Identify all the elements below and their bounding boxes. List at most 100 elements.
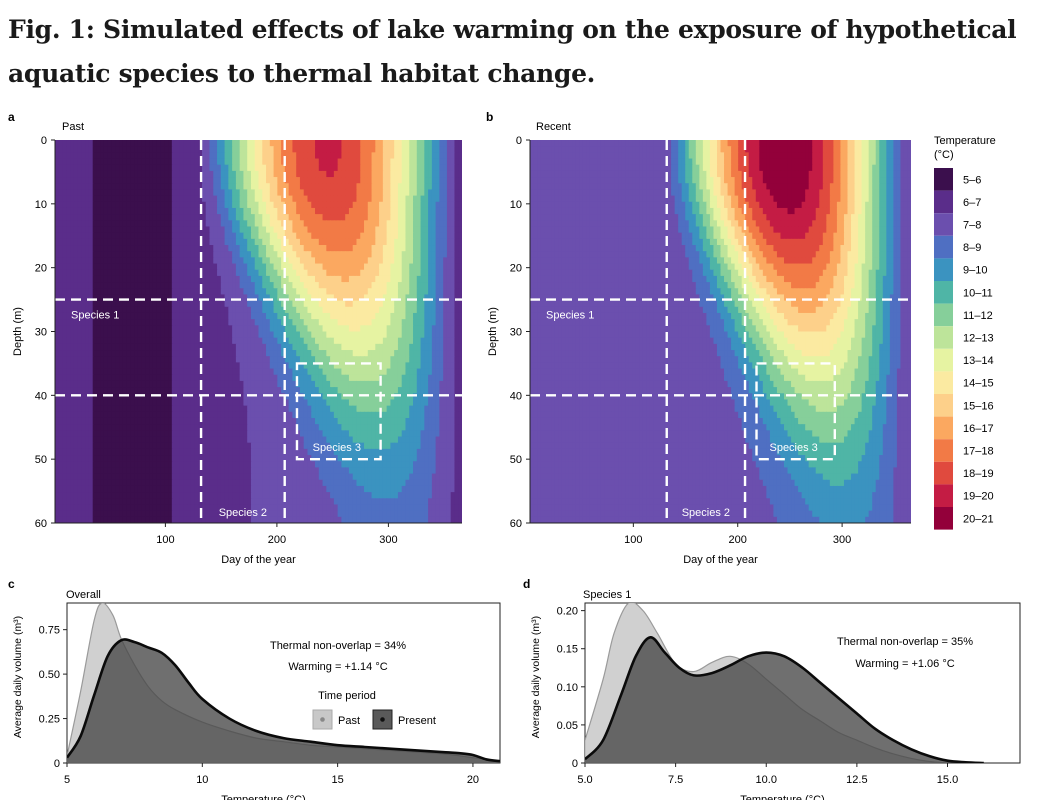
heatmap-cell bbox=[55, 195, 60, 203]
heatmap-cell bbox=[439, 399, 444, 407]
heatmap-cell bbox=[247, 177, 252, 184]
heatmap-cell bbox=[100, 306, 105, 314]
heatmap-cell bbox=[379, 207, 384, 215]
heatmap-cell bbox=[431, 251, 437, 258]
heatmap-cell bbox=[443, 275, 448, 283]
heatmap-cell bbox=[454, 399, 459, 407]
heatmap-cell bbox=[186, 380, 192, 388]
heatmap-cell bbox=[186, 325, 192, 333]
heatmap-cell bbox=[55, 331, 60, 339]
heatmap-cell bbox=[360, 368, 365, 376]
heatmap-cell bbox=[70, 146, 75, 153]
heatmap-cell bbox=[58, 140, 64, 147]
heatmap-cell bbox=[258, 312, 263, 320]
heatmap-cell bbox=[379, 183, 384, 191]
heatmap-cell bbox=[371, 226, 376, 234]
heatmap-cell bbox=[149, 251, 154, 258]
heatmap-cell bbox=[239, 300, 245, 308]
heatmap-cell bbox=[446, 201, 452, 209]
heatmap-cell bbox=[431, 288, 437, 296]
heatmap-cell bbox=[277, 275, 282, 283]
heatmap-cell bbox=[284, 350, 290, 357]
heatmap-cell bbox=[435, 170, 440, 178]
heatmap-cell bbox=[386, 183, 391, 191]
heatmap-cell bbox=[458, 417, 462, 425]
heatmap-cell bbox=[55, 164, 60, 172]
heatmap-cell bbox=[228, 189, 233, 197]
heatmap-cell bbox=[424, 214, 429, 221]
heatmap-cell bbox=[296, 368, 301, 376]
heatmap-cell bbox=[266, 337, 271, 345]
heatmap-cell bbox=[171, 337, 177, 345]
heatmap-cell bbox=[228, 207, 233, 215]
heatmap-cell bbox=[239, 238, 245, 246]
heatmap-cell bbox=[179, 269, 184, 277]
heatmap-cell bbox=[420, 282, 425, 289]
heatmap-cell bbox=[382, 263, 388, 271]
heatmap-cell bbox=[243, 337, 248, 345]
heatmap-cell bbox=[277, 356, 282, 363]
heatmap-cell bbox=[156, 201, 162, 209]
heatmap-cell bbox=[130, 424, 135, 431]
heatmap-cell bbox=[379, 257, 384, 265]
heatmap-cell bbox=[168, 226, 173, 234]
heatmap-cell bbox=[360, 152, 365, 160]
heatmap-cell bbox=[152, 368, 158, 376]
heatmap-cell bbox=[284, 251, 290, 258]
heatmap-cell bbox=[394, 152, 399, 160]
heatmap-cell bbox=[390, 201, 395, 209]
heatmap-cell bbox=[168, 201, 173, 209]
heatmap-cell bbox=[458, 368, 462, 376]
heatmap-cell bbox=[96, 183, 101, 191]
heatmap-cell bbox=[235, 177, 241, 184]
heatmap-cell bbox=[103, 207, 109, 215]
heatmap-cell bbox=[394, 146, 399, 153]
heatmap-cell bbox=[232, 331, 237, 339]
heatmap-cell bbox=[371, 417, 376, 425]
heatmap-cell bbox=[345, 146, 350, 153]
heatmap-cell bbox=[224, 343, 229, 351]
heatmap-cell bbox=[382, 183, 388, 191]
heatmap-cell bbox=[168, 312, 173, 320]
heatmap-cell bbox=[458, 195, 462, 203]
heatmap-cell bbox=[439, 331, 444, 339]
heatmap-cell bbox=[266, 232, 271, 240]
heatmap-cell bbox=[81, 263, 86, 271]
heatmap-cell bbox=[296, 232, 301, 240]
heatmap-cell bbox=[175, 319, 180, 326]
heatmap-cell bbox=[299, 343, 305, 351]
heatmap-cell bbox=[446, 263, 452, 271]
heatmap-cell bbox=[130, 312, 135, 320]
heatmap-cell bbox=[269, 362, 275, 370]
heatmap-cell bbox=[137, 343, 143, 351]
heatmap-cell bbox=[450, 282, 456, 289]
heatmap-cell bbox=[235, 350, 241, 357]
heatmap-cell bbox=[100, 170, 105, 178]
heatmap-cell bbox=[254, 245, 260, 252]
heatmap-cell bbox=[322, 374, 327, 382]
heatmap-cell bbox=[141, 146, 147, 153]
heatmap-cell bbox=[232, 337, 237, 345]
heatmap-cell bbox=[235, 319, 241, 326]
heatmap-cell bbox=[228, 325, 233, 333]
heatmap-cell bbox=[435, 251, 440, 258]
heatmap-cell bbox=[88, 331, 94, 339]
heatmap-cell bbox=[303, 177, 309, 184]
heatmap-cell bbox=[205, 387, 211, 394]
heatmap-cell bbox=[171, 356, 177, 363]
heatmap-cell bbox=[371, 201, 376, 209]
heatmap-cell bbox=[326, 201, 331, 209]
heatmap-cell bbox=[348, 325, 354, 333]
heatmap-cell bbox=[88, 424, 94, 431]
heatmap-cell bbox=[186, 183, 192, 191]
heatmap-cell bbox=[209, 164, 214, 172]
heatmap-cell bbox=[171, 220, 177, 228]
heatmap-cell bbox=[420, 417, 425, 425]
heatmap-cell bbox=[217, 183, 222, 191]
heatmap-cell bbox=[209, 393, 214, 401]
heatmap-cell bbox=[141, 300, 147, 308]
heatmap-cell bbox=[119, 232, 124, 240]
heatmap-cell bbox=[254, 405, 260, 413]
heatmap-cell bbox=[307, 251, 312, 258]
heatmap-cell bbox=[220, 140, 226, 147]
